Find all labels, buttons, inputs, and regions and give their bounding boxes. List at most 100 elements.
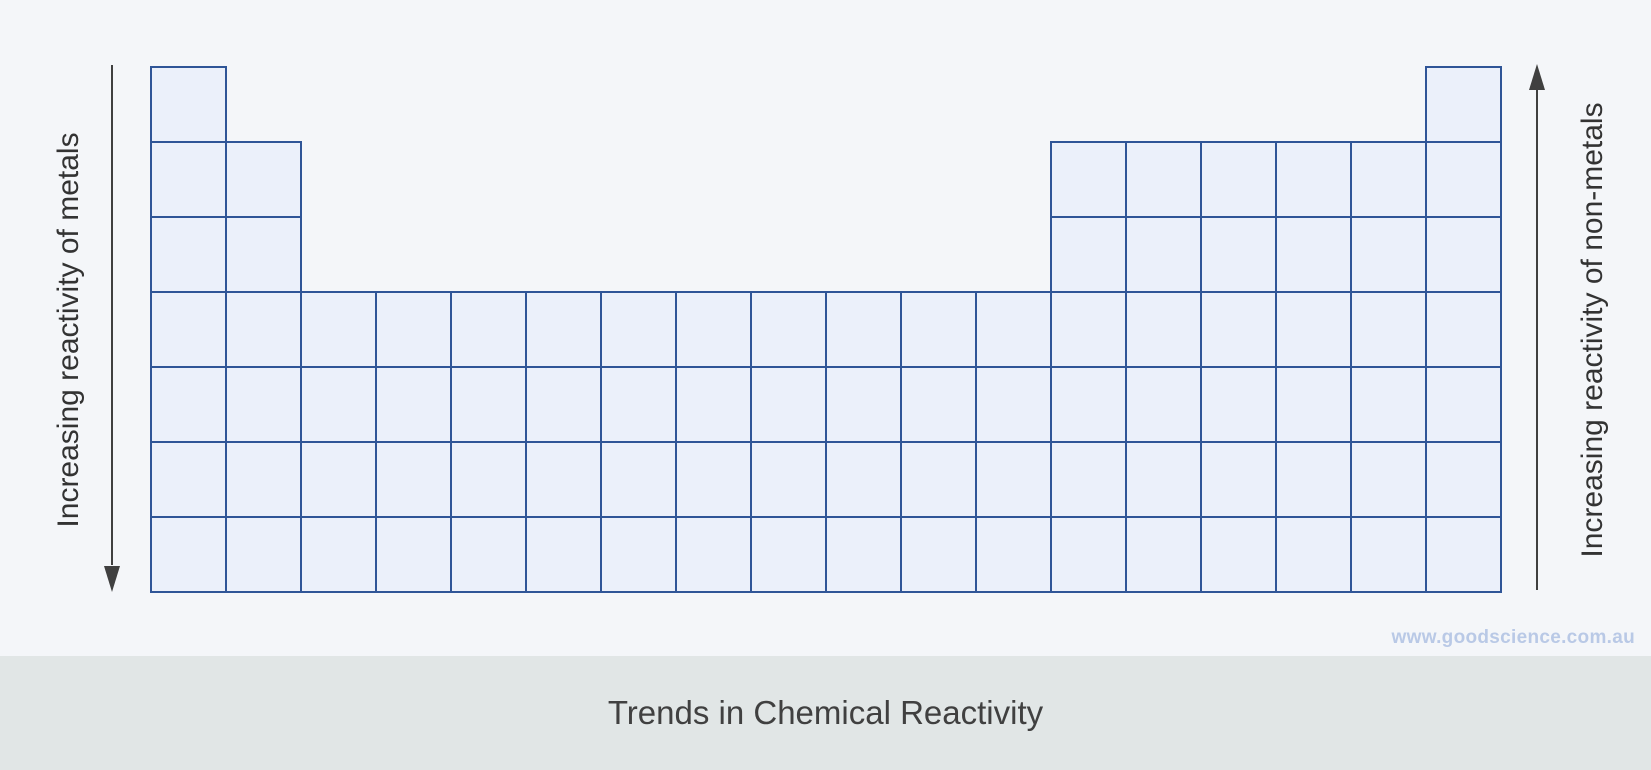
element-cell-group-16-period-3 [1275, 216, 1352, 293]
element-cell-group-16-period-6 [1275, 441, 1352, 518]
element-cell-group-10-period-5 [825, 366, 902, 443]
element-cell-group-1-period-1 [150, 66, 227, 143]
element-cell-group-8-period-5 [675, 366, 752, 443]
element-cell-group-14-period-7 [1125, 516, 1202, 593]
element-cell-group-5-period-5 [450, 366, 527, 443]
element-cell-group-12-period-4 [975, 291, 1052, 368]
element-cell-group-1-period-6 [150, 441, 227, 518]
diagram-caption: Trends in Chemical Reactivity [607, 694, 1044, 731]
element-cell-group-17-period-7 [1350, 516, 1427, 593]
source-watermark: www.goodscience.com.au [1391, 627, 1635, 648]
right-arrow-head [1529, 64, 1545, 90]
element-cell-group-10-period-4 [825, 291, 902, 368]
element-cell-group-13-period-6 [1050, 441, 1127, 518]
element-cell-group-18-period-4 [1425, 291, 1502, 368]
element-cell-group-11-period-6 [900, 441, 977, 518]
element-cell-group-12-period-7 [975, 516, 1052, 593]
element-cell-group-3-period-4 [300, 291, 377, 368]
element-cell-group-9-period-5 [750, 366, 827, 443]
element-cell-group-2-period-3 [225, 216, 302, 293]
element-cell-group-14-period-3 [1125, 216, 1202, 293]
element-cell-group-2-period-2 [225, 141, 302, 218]
element-cell-group-6-period-6 [525, 441, 602, 518]
element-cell-group-14-period-5 [1125, 366, 1202, 443]
element-cell-group-3-period-6 [300, 441, 377, 518]
element-cell-group-2-period-6 [225, 441, 302, 518]
element-cell-group-12-period-6 [975, 441, 1052, 518]
element-cell-group-15-period-4 [1200, 291, 1277, 368]
element-cell-group-14-period-4 [1125, 291, 1202, 368]
element-cell-group-6-period-5 [525, 366, 602, 443]
element-cell-group-15-period-7 [1200, 516, 1277, 593]
element-cell-group-8-period-7 [675, 516, 752, 593]
element-cell-group-15-period-2 [1200, 141, 1277, 218]
element-cell-group-15-period-3 [1200, 216, 1277, 293]
element-cell-group-2-period-5 [225, 366, 302, 443]
element-cell-group-17-period-2 [1350, 141, 1427, 218]
element-cell-group-15-period-5 [1200, 366, 1277, 443]
element-cell-group-1-period-4 [150, 291, 227, 368]
element-cell-group-11-period-5 [900, 366, 977, 443]
table-cells [150, 66, 1502, 593]
element-cell-group-18-period-6 [1425, 441, 1502, 518]
element-cell-group-3-period-5 [300, 366, 377, 443]
element-cell-group-18-period-2 [1425, 141, 1502, 218]
element-cell-group-1-period-2 [150, 141, 227, 218]
element-cell-group-4-period-4 [375, 291, 452, 368]
element-cell-group-11-period-4 [900, 291, 977, 368]
element-cell-group-2-period-7 [225, 516, 302, 593]
element-cell-group-13-period-2 [1050, 141, 1127, 218]
element-cell-group-8-period-6 [675, 441, 752, 518]
element-cell-group-2-period-4 [225, 291, 302, 368]
element-cell-group-10-period-7 [825, 516, 902, 593]
element-cell-group-13-period-7 [1050, 516, 1127, 593]
metals-reactivity-label: Increasing reactivity of metals [52, 132, 85, 528]
element-cell-group-4-period-6 [375, 441, 452, 518]
left-arrow-head [104, 566, 120, 592]
element-cell-group-16-period-4 [1275, 291, 1352, 368]
element-cell-group-8-period-4 [675, 291, 752, 368]
element-cell-group-13-period-3 [1050, 216, 1127, 293]
element-cell-group-16-period-7 [1275, 516, 1352, 593]
element-cell-group-17-period-5 [1350, 366, 1427, 443]
element-cell-group-13-period-5 [1050, 366, 1127, 443]
element-cell-group-15-period-6 [1200, 441, 1277, 518]
periodic-table-grid [104, 64, 1545, 593]
element-cell-group-13-period-4 [1050, 291, 1127, 368]
element-cell-group-5-period-7 [450, 516, 527, 593]
element-cell-group-6-period-4 [525, 291, 602, 368]
caption-bar: Trends in Chemical Reactivity [0, 656, 1651, 770]
element-cell-group-14-period-6 [1125, 441, 1202, 518]
element-cell-group-5-period-4 [450, 291, 527, 368]
element-cell-group-9-period-6 [750, 441, 827, 518]
non-metals-reactivity-label: Increasing reactivity of non-metals [1576, 102, 1609, 558]
diagram-canvas: Increasing reactivity of metals Increasi… [52, 64, 1635, 648]
element-cell-group-10-period-6 [825, 441, 902, 518]
element-cell-group-12-period-5 [975, 366, 1052, 443]
element-cell-group-17-period-4 [1350, 291, 1427, 368]
element-cell-group-7-period-4 [600, 291, 677, 368]
element-cell-group-18-period-1 [1425, 66, 1502, 143]
element-cell-group-1-period-3 [150, 216, 227, 293]
left-arrow [104, 65, 120, 592]
element-cell-group-7-period-7 [600, 516, 677, 593]
element-cell-group-5-period-6 [450, 441, 527, 518]
element-cell-group-9-period-7 [750, 516, 827, 593]
element-cell-group-14-period-2 [1125, 141, 1202, 218]
element-cell-group-11-period-7 [900, 516, 977, 593]
element-cell-group-9-period-4 [750, 291, 827, 368]
element-cell-group-6-period-7 [525, 516, 602, 593]
element-cell-group-7-period-5 [600, 366, 677, 443]
element-cell-group-18-period-3 [1425, 216, 1502, 293]
element-cell-group-18-period-5 [1425, 366, 1502, 443]
element-cell-group-7-period-6 [600, 441, 677, 518]
element-cell-group-17-period-3 [1350, 216, 1427, 293]
element-cell-group-16-period-2 [1275, 141, 1352, 218]
element-cell-group-1-period-7 [150, 516, 227, 593]
element-cell-group-16-period-5 [1275, 366, 1352, 443]
element-cell-group-4-period-5 [375, 366, 452, 443]
right-arrow [1529, 64, 1545, 590]
element-cell-group-1-period-5 [150, 366, 227, 443]
element-cell-group-17-period-6 [1350, 441, 1427, 518]
element-cell-group-18-period-7 [1425, 516, 1502, 593]
